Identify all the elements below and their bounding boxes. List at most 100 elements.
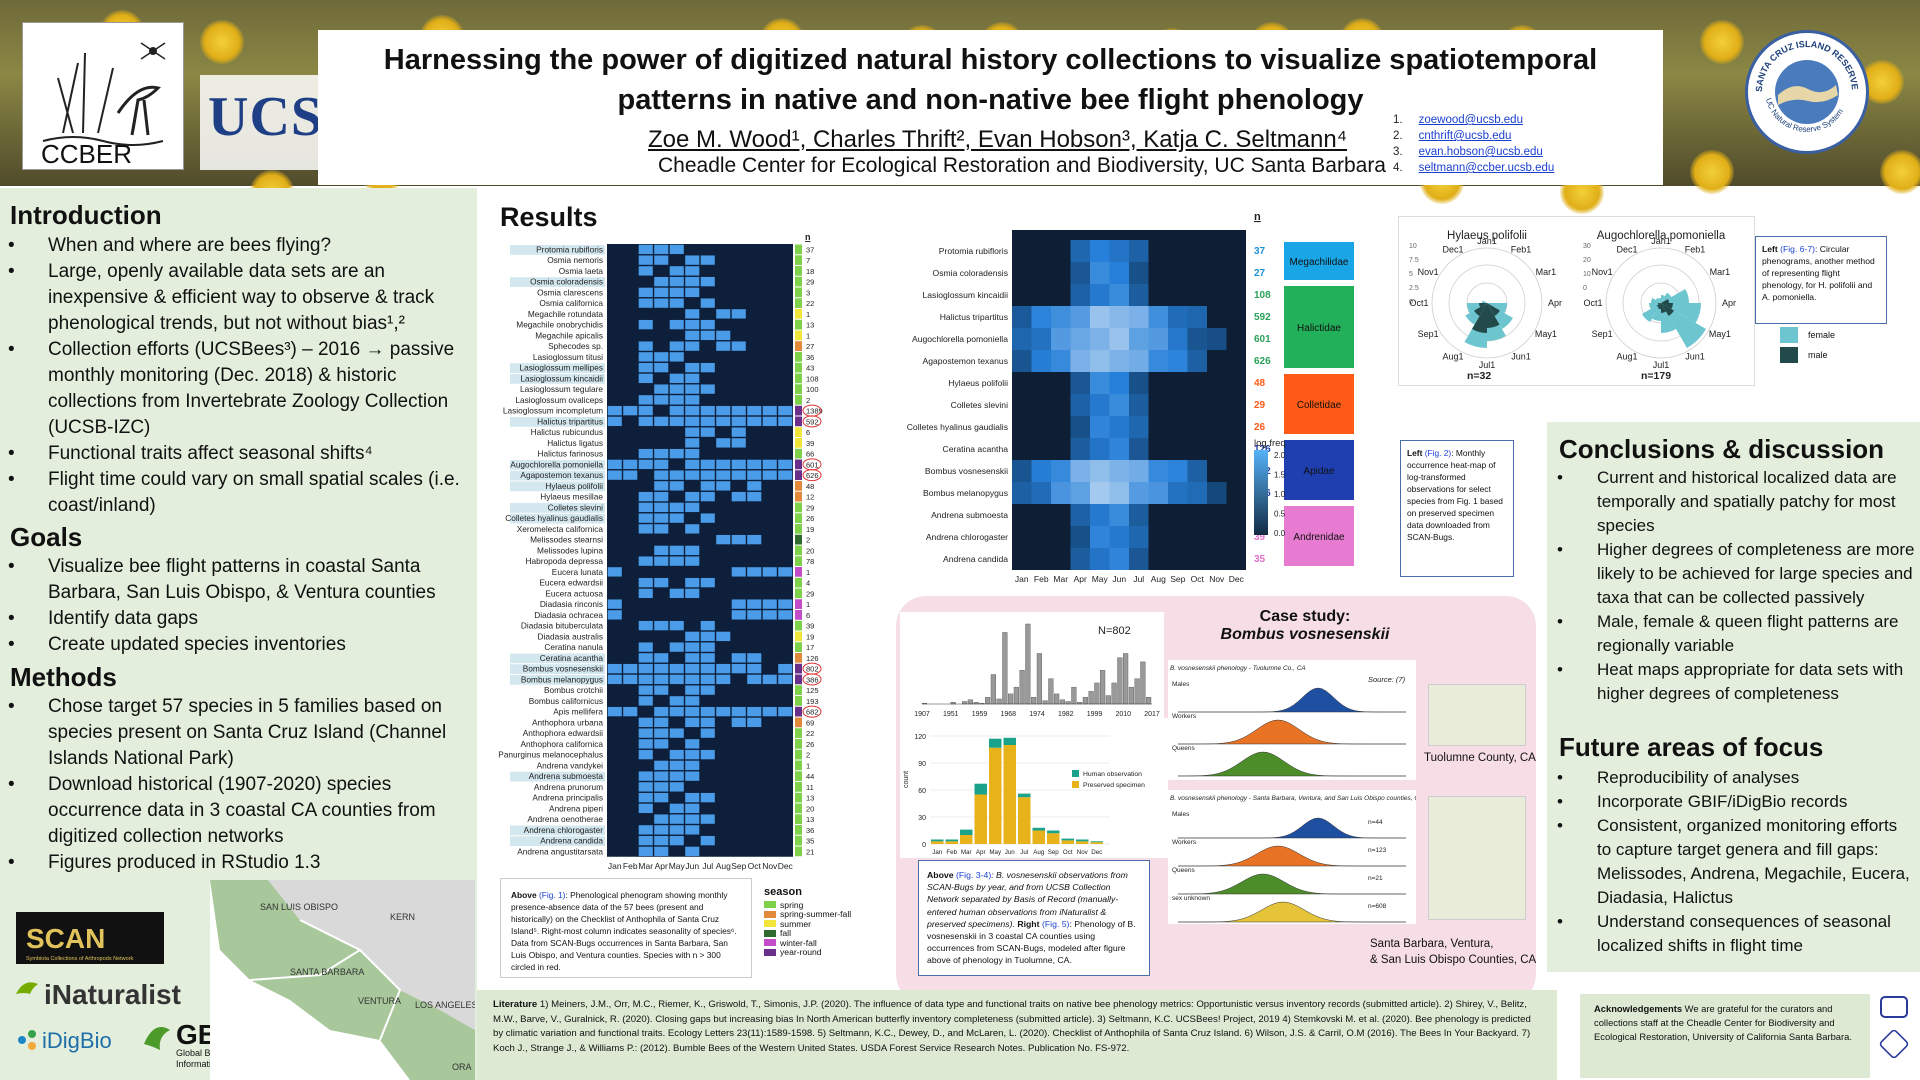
fig1-season-cell [795,782,802,792]
fig4-month-label: Jul [1020,849,1028,856]
fig1-season-cell [795,513,802,523]
map-label-ora: ORA [452,1062,472,1072]
fig1-n-value: 26 [806,740,814,749]
fig1-cell [638,448,653,459]
fig1-n-value: 39 [806,439,814,448]
fig1-season-cell [795,620,802,631]
camera-icon[interactable] [1880,996,1908,1018]
fig1-species-label: Melissodes stearnsi [530,535,603,545]
fig1-cell [700,276,715,287]
fig2-family-box [1284,440,1354,500]
fig1-n-circle [802,469,822,482]
fig1-species-label: Anthophora edwardsii [523,728,603,738]
fig2-caption: Left (Fig. 2): Monthly occurrence heat-m… [1400,440,1514,577]
fig2-legend-tick: 1.0 [1274,490,1286,499]
fig1-species-label: Lasioglossum mellipes [520,363,603,373]
fig1-cell [638,287,653,298]
fig1-season-cell [795,298,802,308]
fig1-cell [669,642,684,652]
fig3-bar [962,701,968,705]
fig3-bar [1031,697,1037,705]
fig1-species-label: Andrena principalis [532,793,603,803]
fig2-cell [1090,526,1110,548]
fig2-cell [1129,416,1149,438]
fig1-season-cell [795,287,802,298]
methods-list: Chose target 57 species in 5 families ba… [8,694,477,876]
fig1-caption-fig: (Fig. 1) [538,890,566,900]
fig1-cell [669,384,684,394]
fig1-season-cell [795,835,802,846]
fig1-cell [669,782,684,792]
fig1-cell [669,341,684,351]
fig2-cell [1148,460,1168,482]
email-number: 3. [1393,146,1403,158]
fig1-label-highlight [510,825,605,836]
fig3-year-label: 1982 [1058,711,1074,718]
fig1-cell [700,663,715,674]
fig1-caption-text: : Phenological phenogram showing monthly… [511,890,737,972]
fig67-month-label: Oct1 [1583,298,1602,308]
fig1-species-label: Lasioglossum titusi [533,352,603,362]
list-item: Understand consequences of seasonal loca… [1557,910,1915,958]
map-label-slo: SAN LUIS OBISPO [260,902,338,912]
fig1-cell [669,749,684,760]
fig2-family-box [1284,374,1354,434]
fig67-tick: 30 [1583,243,1591,250]
season-label: fall [780,928,791,939]
fig1-species-label: Melissodes lupina [537,545,603,555]
fig4-bar-human [1090,841,1103,843]
fig1-season-cell [795,438,802,448]
email-link[interactable]: zoewood@ucsb.edu [1418,114,1523,126]
fig67-wedge-male [1661,303,1666,313]
fig1-cell [747,663,762,674]
fig4-month-label: Sep [1048,849,1060,856]
fig1-cell [685,341,700,351]
email-row: 3. evan.hobson@ucsb.edu [1393,144,1663,160]
fig1-cell [654,717,669,728]
fig1-n-value: 66 [806,450,814,459]
fig1-cell [638,825,653,835]
fig67-wedge-female [1641,303,1661,323]
fig3-bar [1111,682,1117,705]
fig2-n-header: n [1254,211,1261,223]
fig2-month-label: May [1092,574,1109,584]
fig4-bar-preserved [1032,830,1045,844]
list-item: Incorporate GBIF/iDigBio records [1557,790,1915,814]
fig1-n-value: 18 [806,267,814,276]
fig1-season-cell [795,631,802,642]
fig1-cell [654,846,669,857]
fig1-n-value: 36 [806,353,814,362]
email-row: 2. cnthrift@ucsb.edu [1393,128,1663,144]
email-link[interactable]: cnthrift@ucsb.edu [1418,130,1512,142]
fig3-bar [1002,632,1008,705]
fig1-n-value: 2 [806,536,810,545]
fig2-cell [1109,240,1129,262]
sb-ridgeline: B. vosnesenskii phenology - Santa Barbar… [1168,790,1416,924]
email-link[interactable]: seltmann@ccber.ucsb.edu [1418,162,1555,174]
fig2-n-value: 35 [1254,554,1266,565]
list-item: Download historical (1907-2020) species … [8,772,477,850]
fig1-species-label: Sphecodes sp. [548,341,603,351]
interact-icon[interactable] [1878,1028,1910,1060]
fig1-cell [669,545,684,556]
fig4-bar-preserved [1003,745,1016,844]
fig1-cell [654,825,669,835]
fig1-n-value: 20 [806,804,814,813]
intro-heading: Introduction [10,200,162,230]
fig1-season-cell [795,545,802,556]
fig1-cell [638,319,653,330]
list-item: Collection efforts (UCSBees³) – 2016 → p… [8,337,477,441]
email-link[interactable]: evan.hobson@ucsb.edu [1418,146,1543,158]
fig1-season-cell [795,599,802,609]
fig1-cell [654,545,669,556]
acknowledgements-box: Acknowledgements We are grateful for the… [1580,994,1870,1078]
fig1-cell [700,706,715,717]
fig2-cell [1070,372,1090,394]
fig1-cell [747,567,762,577]
ridge-n-label: n=608 [1368,903,1387,910]
fig1-n-value: 1 [806,310,810,319]
fig1-cell [669,814,684,824]
fig1-label-highlight [510,503,605,513]
fig1-label-highlight [510,653,605,664]
ridge-curve [1177,845,1406,867]
